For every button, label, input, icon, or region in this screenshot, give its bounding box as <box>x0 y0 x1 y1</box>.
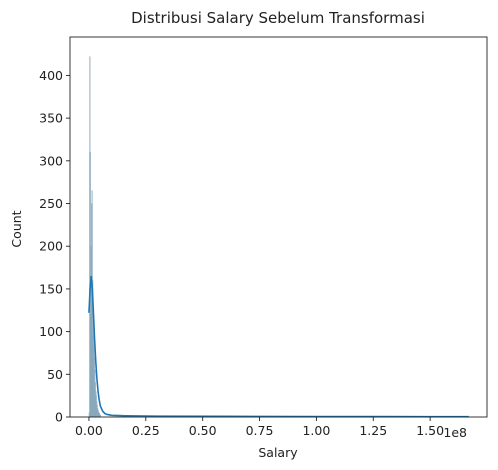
y-tick-label-5: 250 <box>39 196 63 211</box>
x-tick-label-2: 0.50 <box>189 423 217 438</box>
y-tick-label-1: 50 <box>47 367 63 382</box>
x-axis-label: Salary <box>258 445 298 460</box>
y-tick-label-4: 200 <box>39 239 63 254</box>
x-tick-label-5: 1.25 <box>359 423 387 438</box>
x-offset-label: 1e8 <box>443 425 467 440</box>
plot-frame <box>69 36 488 418</box>
kde-line <box>88 276 469 418</box>
y-axis-label: Count <box>9 210 24 247</box>
chart-title: Distribusi Salary Sebelum Transformasi <box>131 9 425 27</box>
plot-area: 0 50 100 150 200 250 300 350 400 0.00 0.25 0.50 0.75… <box>39 36 488 438</box>
x-tick-label-1: 0.25 <box>132 423 160 438</box>
y-tick-label-8: 400 <box>39 68 63 83</box>
x-tick-label-4: 1.00 <box>302 423 330 438</box>
y-tick-label-7: 350 <box>39 111 63 126</box>
x-tick-label-3: 0.75 <box>246 423 274 438</box>
x-tick-label-6: 1.50 <box>416 423 444 438</box>
y-tick-label-6: 300 <box>39 153 63 168</box>
x-tick-label-0: 0.00 <box>75 423 103 438</box>
y-tick-label-2: 100 <box>39 324 63 339</box>
y-tick-label-3: 150 <box>39 281 63 296</box>
y-tick-label-0: 0 <box>55 410 63 425</box>
